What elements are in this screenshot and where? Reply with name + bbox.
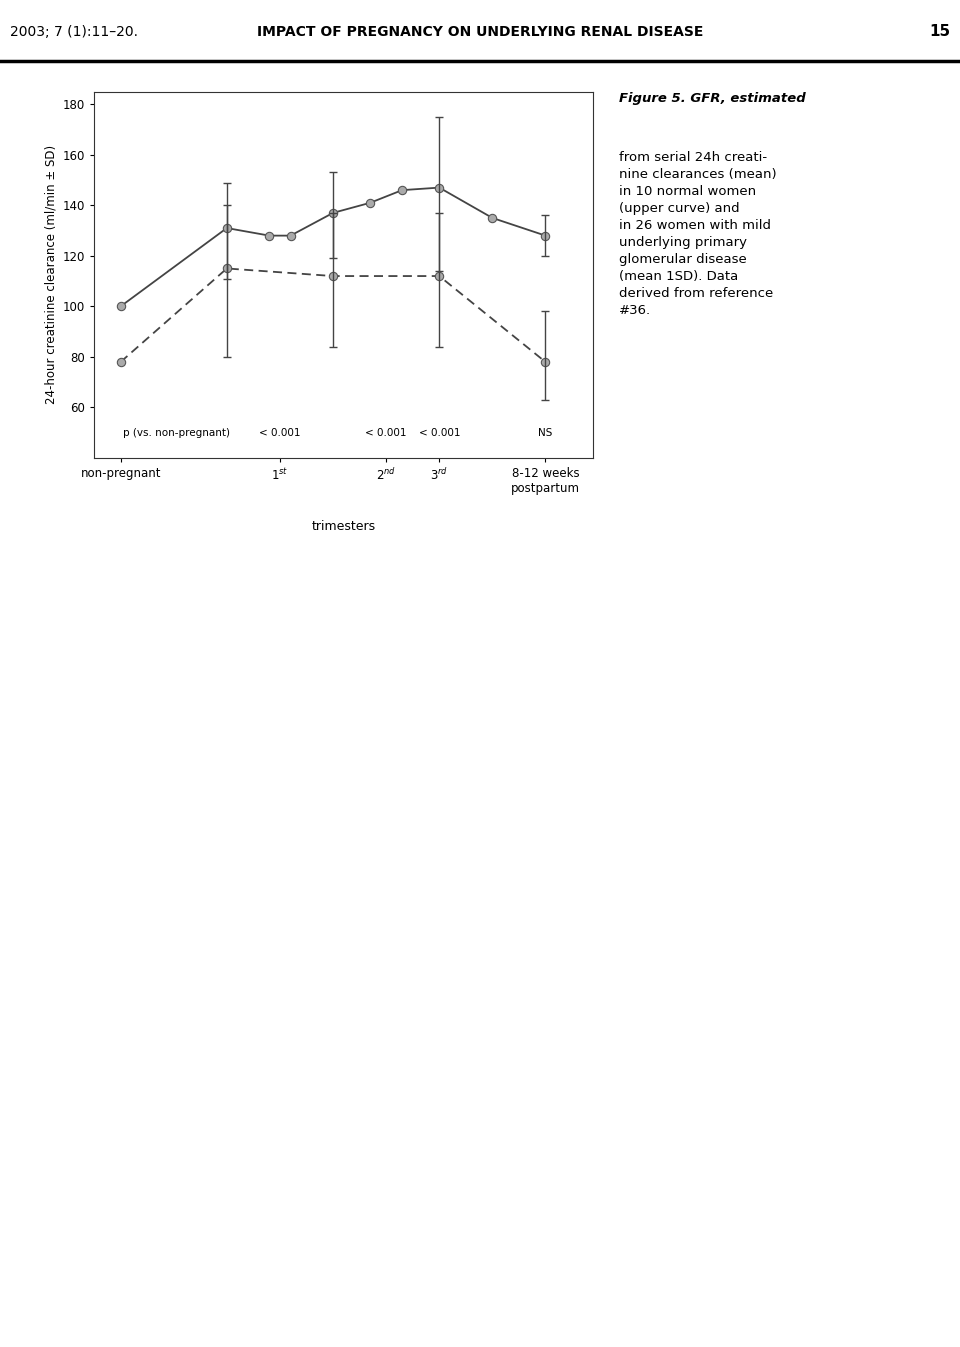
Text: 15: 15 <box>929 24 950 39</box>
Text: NS: NS <box>539 428 553 438</box>
Text: Figure 5. GFR, estimated: Figure 5. GFR, estimated <box>619 93 806 105</box>
X-axis label: trimesters: trimesters <box>312 520 375 533</box>
Text: from serial 24h creati-
nine clearances (mean)
in 10 normal women
(upper curve) : from serial 24h creati- nine clearances … <box>619 151 777 317</box>
Text: < 0.001: < 0.001 <box>419 428 460 438</box>
Text: p (vs. non-pregnant): p (vs. non-pregnant) <box>123 428 229 438</box>
Y-axis label: 24-hour creatinine clearance (ml/min ± SD): 24-hour creatinine clearance (ml/min ± S… <box>44 145 58 404</box>
Text: 2003; 7 (1):11–20.: 2003; 7 (1):11–20. <box>10 24 137 39</box>
Text: IMPACT OF PREGNANCY ON UNDERLYING RENAL DISEASE: IMPACT OF PREGNANCY ON UNDERLYING RENAL … <box>257 24 703 39</box>
Text: < 0.001: < 0.001 <box>366 428 407 438</box>
Text: < 0.001: < 0.001 <box>259 428 300 438</box>
